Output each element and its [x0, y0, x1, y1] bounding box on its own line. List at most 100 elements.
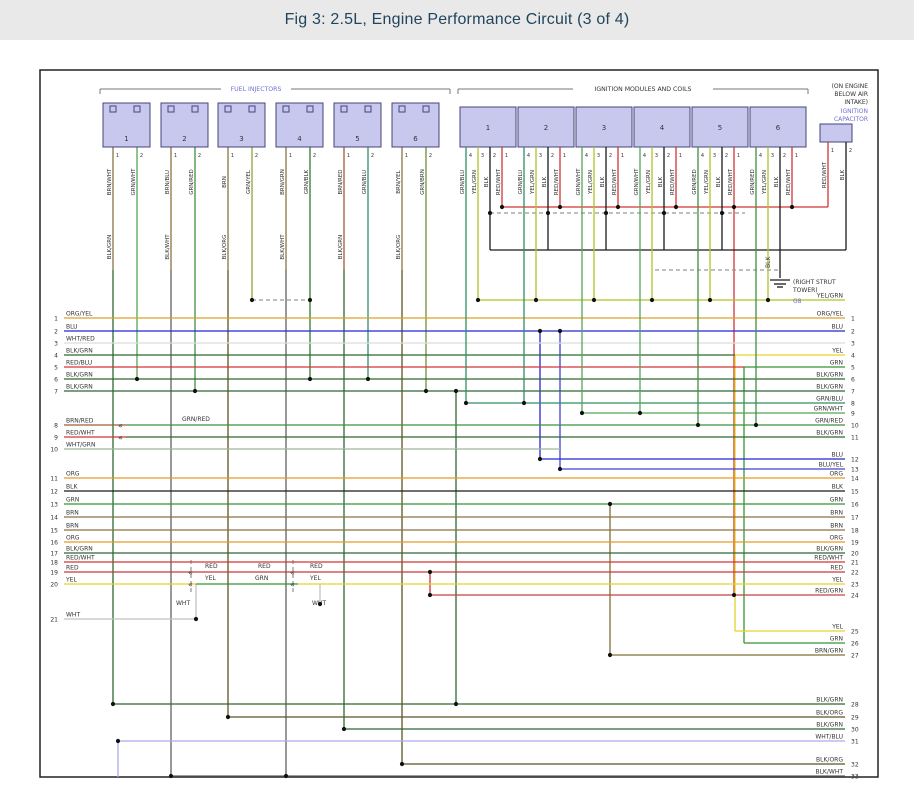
- annotation: «: [118, 433, 123, 442]
- wire-label: BRN: [66, 510, 79, 517]
- pin-number: 1: [737, 153, 740, 159]
- section-label: FUEL INJECTORS: [231, 86, 282, 93]
- junction-dot: [731, 592, 737, 598]
- wire-label: RED/WHT: [822, 161, 828, 188]
- row-number-right: 15: [851, 489, 859, 496]
- wire-label: GRN: [830, 497, 843, 504]
- junction-dot: [399, 761, 405, 767]
- pin-number: 2: [551, 153, 554, 159]
- wire-label: YEL: [831, 348, 843, 355]
- row-number-right: 10: [851, 423, 859, 430]
- wire-label: GRN/YEL: [246, 169, 252, 194]
- row-number-right: 4: [851, 353, 855, 360]
- junction-dot: [307, 376, 313, 382]
- wire-label: GRN/RED: [815, 418, 843, 425]
- wire-label: BRN/GRN: [815, 648, 843, 655]
- row-number-right: 16: [851, 502, 859, 509]
- title-bar: Fig 3: 2.5L, Engine Performance Circuit …: [0, 0, 914, 40]
- annotation: TOWER): [792, 287, 818, 294]
- wire-label: BLK: [774, 176, 780, 187]
- row-number-right: 20: [851, 551, 859, 558]
- junction-dot: [427, 569, 433, 575]
- pin-number: 2: [371, 153, 374, 159]
- injector-pin-symbol: [133, 105, 141, 113]
- pin-number: 4: [759, 153, 762, 159]
- pin-number: 2: [198, 153, 201, 159]
- figure-title: Fig 3: 2.5L, Engine Performance Circuit …: [284, 11, 630, 28]
- row-number-right: 17: [851, 515, 859, 522]
- pin-number: 1: [174, 153, 177, 159]
- junction-dot: [765, 297, 771, 303]
- wire-label: BRN/WHT: [107, 168, 113, 195]
- ignition-module-box: [459, 106, 517, 148]
- junction-dot: [579, 410, 585, 416]
- row-number-right: 12: [851, 457, 859, 464]
- pin-number: 1: [116, 153, 119, 159]
- pin-number: 4: [585, 153, 588, 159]
- wire-label: RED/WHT: [66, 430, 95, 437]
- row-number-left: 2: [54, 329, 58, 336]
- row-number-left: 10: [50, 447, 58, 454]
- wire-label: BRN/RED: [66, 418, 94, 425]
- module-number: 2: [544, 124, 548, 132]
- wire-label: BLK/GRN: [66, 546, 93, 553]
- pin-number: 1: [405, 153, 408, 159]
- wire-label: BLK/ORG: [396, 235, 402, 260]
- row-number-left: 3: [54, 341, 58, 348]
- pin-number: 2: [783, 153, 786, 159]
- pin-number: 2: [140, 153, 143, 159]
- wire-label: BLK: [840, 169, 846, 180]
- wire-label: GRN/RED: [750, 169, 756, 195]
- row-number-right: 5: [851, 365, 855, 372]
- pin-number: 1: [831, 148, 834, 154]
- junction-dot: [557, 328, 563, 334]
- injector-number: 1: [124, 135, 128, 143]
- injector-pin-symbol: [398, 105, 406, 113]
- pin-number: 2: [255, 153, 258, 159]
- junction-dot: [521, 400, 527, 406]
- pin-number: 2: [725, 153, 728, 159]
- wire-label: WHT/GRN: [66, 442, 95, 449]
- row-number-right: 31: [851, 739, 859, 746]
- wire-label: GRN/WHT: [131, 168, 137, 196]
- junction-dot: [225, 714, 231, 720]
- junction-dot: [545, 210, 551, 216]
- wire-label: BLK: [658, 176, 664, 187]
- annotation: IGNITION: [841, 108, 868, 115]
- capacitor-box: [819, 123, 853, 143]
- pin-number: 4: [643, 153, 646, 159]
- row-number-left: 14: [50, 515, 58, 522]
- row-number-left: 17: [50, 551, 58, 558]
- wire-label: RED/WHT: [728, 168, 734, 195]
- wire-label: BLK/WHT: [815, 769, 843, 776]
- wire-label: RED: [66, 565, 79, 572]
- wire-label: RED/WHT: [670, 168, 676, 195]
- pin-number: 2: [609, 153, 612, 159]
- wire-label: BLK/ORG: [816, 710, 843, 717]
- wire-label: WHT/RED: [66, 336, 95, 343]
- wire-label: BRN: [66, 523, 79, 530]
- row-number-left: 18: [50, 560, 58, 567]
- junction-dot: [134, 376, 140, 382]
- module-number: 1: [486, 124, 490, 132]
- injector-number: 4: [297, 135, 302, 143]
- injector-box: [102, 102, 151, 148]
- row-number-left: 13: [50, 502, 58, 509]
- wire-label: BLK: [66, 484, 78, 491]
- row-number-right: 8: [851, 401, 855, 408]
- injector-number: 5: [355, 135, 359, 143]
- wire-label: GRN/RED: [189, 169, 195, 195]
- annotation: BLK: [765, 256, 772, 268]
- ignition-module-box: [633, 106, 691, 148]
- wire-label: YEL: [831, 624, 843, 631]
- wire-label: RED/BLU: [66, 360, 92, 367]
- wire-label: GRN: [830, 360, 843, 367]
- ignition-module-box: [517, 106, 575, 148]
- wire-label: BLU: [831, 324, 843, 331]
- wire-label: BLK/ORG: [816, 757, 843, 764]
- ignition-module-box: [691, 106, 749, 148]
- row-number-left: 8: [54, 423, 58, 430]
- wire-label: BLK/GRN: [107, 235, 113, 260]
- wire-label: ORG: [829, 471, 843, 478]
- annotation: WHT: [176, 600, 190, 607]
